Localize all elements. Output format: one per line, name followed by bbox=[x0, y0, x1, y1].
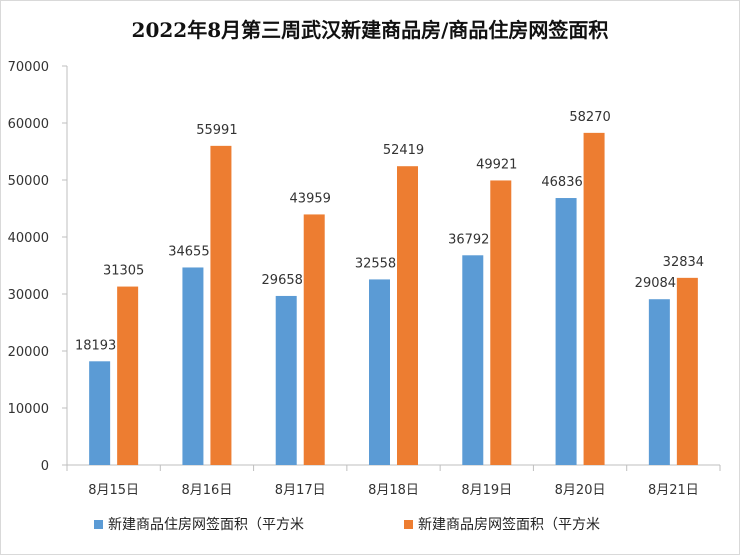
data-label-series-2: 32834 bbox=[663, 255, 704, 270]
bar-series-2 bbox=[117, 286, 139, 465]
x-category-label: 8月20日 bbox=[555, 483, 606, 498]
data-label-series-2: 58270 bbox=[569, 110, 610, 125]
y-axis: 0 10000 20000 30000 40000 50000 60000 70000 bbox=[8, 60, 68, 474]
data-label-series-1: 29084 bbox=[635, 276, 676, 291]
x-category-label: 8月17日 bbox=[275, 483, 326, 498]
legend-label-series-2: 新建商品房网签面积（平方米 bbox=[418, 517, 600, 533]
bar-series-2 bbox=[676, 277, 698, 465]
data-label-series-1: 36792 bbox=[448, 232, 489, 247]
data-labels: 18193 34655 29658 32558 36792 46836 29084 31305… bbox=[75, 110, 704, 353]
chart-title: 2022年8月第三周武汉新建商品房/商品住房网签面积 bbox=[131, 18, 609, 42]
legend-item-series-2: 新建商品房网签面积（平方米 bbox=[404, 514, 600, 534]
x-category-label: 8月21日 bbox=[648, 483, 699, 498]
y-tick-label: 70000 bbox=[8, 60, 49, 75]
bars bbox=[89, 132, 698, 466]
x-axis: 8月15日 8月16日 8月17日 8月18日 8月19日 8月20日 8月21日 bbox=[66, 464, 721, 498]
y-tick-label: 30000 bbox=[8, 288, 49, 303]
bar-series-1 bbox=[369, 279, 390, 465]
data-label-series-2: 55991 bbox=[196, 123, 237, 138]
bar-series-1 bbox=[275, 295, 297, 465]
bar-series-1 bbox=[555, 198, 577, 466]
bar-series-1 bbox=[648, 299, 670, 465]
data-label-series-2: 49921 bbox=[476, 157, 517, 172]
data-label-series-1: 32558 bbox=[355, 256, 396, 271]
y-tick-label: 50000 bbox=[8, 174, 49, 189]
x-category-label: 8月19日 bbox=[461, 483, 512, 498]
data-label-series-2: 52419 bbox=[383, 143, 424, 158]
x-category-label: 8月15日 bbox=[88, 483, 139, 498]
data-label-series-1: 46836 bbox=[541, 175, 582, 190]
y-tick-label: 20000 bbox=[8, 345, 49, 360]
data-label-series-2: 31305 bbox=[103, 264, 144, 279]
bar-series-2 bbox=[210, 145, 232, 465]
y-tick-label: 40000 bbox=[8, 231, 49, 246]
y-tick-label: 0 bbox=[41, 459, 49, 474]
bar-series-1 bbox=[89, 361, 111, 465]
legend: 新建商品住房网签面积（平方米 新建商品房网签面积（平方米 bbox=[0, 514, 740, 538]
y-tick-label: 10000 bbox=[8, 402, 49, 417]
legend-label-series-1: 新建商品住房网签面积（平方米 bbox=[108, 517, 304, 533]
legend-item-series-1: 新建商品住房网签面积（平方米 bbox=[94, 514, 304, 534]
data-label-series-1: 18193 bbox=[75, 338, 116, 353]
bar-series-1 bbox=[462, 255, 484, 465]
bar-series-2 bbox=[397, 166, 418, 465]
data-label-series-1: 29658 bbox=[262, 273, 303, 288]
legend-swatch-series-2 bbox=[404, 519, 413, 529]
bar-series-2 bbox=[490, 180, 512, 465]
bar-series-2 bbox=[303, 214, 325, 465]
legend-swatch-series-1 bbox=[94, 519, 103, 529]
x-category-label: 8月16日 bbox=[182, 483, 233, 498]
bar-chart: 0 10000 20000 30000 40000 50000 60000 70000 8月1… bbox=[8, 60, 721, 498]
data-label-series-2: 43959 bbox=[290, 191, 331, 206]
data-label-series-1: 34655 bbox=[168, 244, 209, 259]
bar-series-1 bbox=[182, 267, 204, 465]
y-tick-label: 60000 bbox=[8, 117, 49, 132]
bar-series-2 bbox=[583, 132, 605, 465]
x-category-label: 8月18日 bbox=[368, 483, 419, 498]
